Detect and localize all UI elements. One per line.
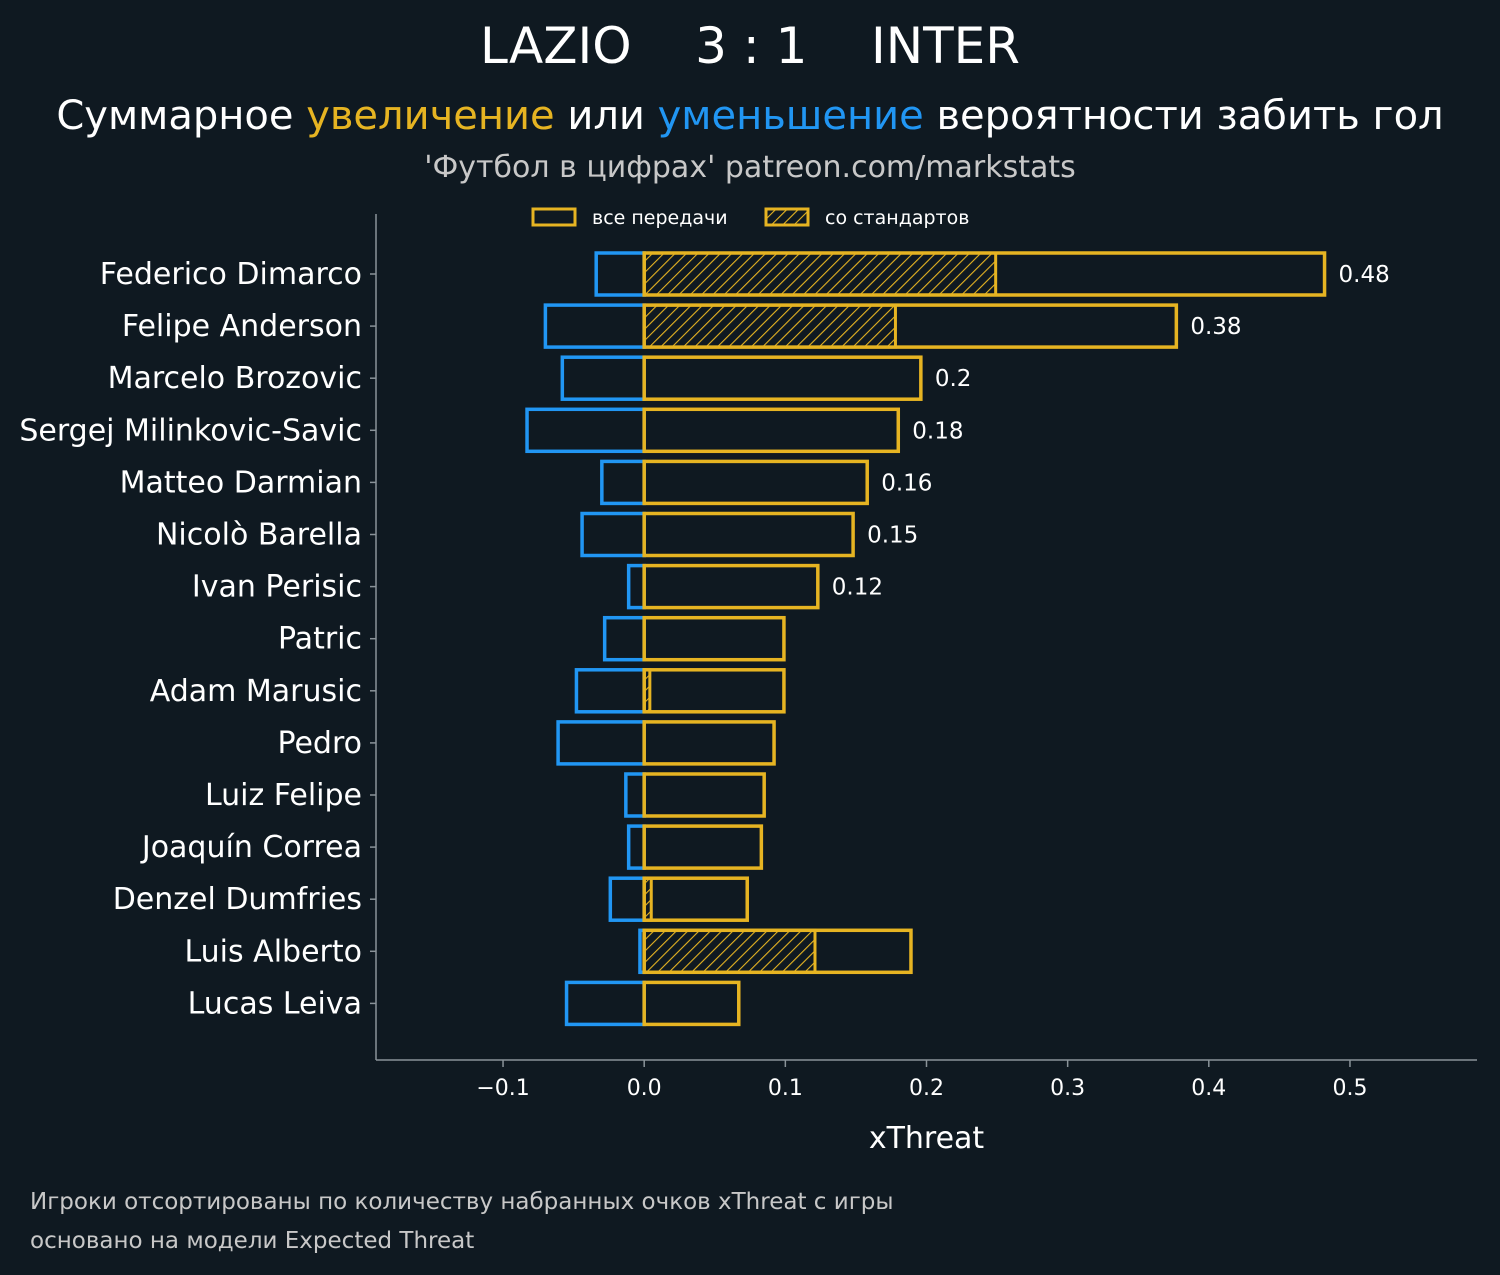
set-piece-bar xyxy=(642,928,817,974)
negative-bar xyxy=(564,980,646,1027)
subtitle-decrease: уменьшение xyxy=(657,93,924,139)
chart-source: 'Футбол в цифрах' patreon.com/markstats xyxy=(424,150,1076,185)
legend-label: все передачи xyxy=(592,207,728,229)
player-name-label: Sergej Milinkovic-Savic xyxy=(19,413,362,448)
positive-bar xyxy=(642,876,749,922)
bar-value-label: 0.48 xyxy=(1339,262,1390,288)
x-tick-label: 0.3 xyxy=(1050,1076,1085,1101)
positive-bar xyxy=(642,615,786,662)
x-tick-label: −0.1 xyxy=(476,1076,529,1101)
bar-value-label: 0.18 xyxy=(912,418,963,444)
negative-bar xyxy=(560,355,646,401)
positive-bar xyxy=(642,355,923,401)
player-name-label: Adam Marusic xyxy=(150,674,362,709)
footnote-model: основано на модели Expected Threat xyxy=(30,1228,475,1254)
positive-bar xyxy=(642,824,764,870)
player-name-label: Ivan Perisic xyxy=(192,570,362,605)
x-tick-label: 0.0 xyxy=(627,1076,662,1101)
positive-bar xyxy=(642,928,913,975)
set-piece-bar xyxy=(642,303,897,349)
positive-bar xyxy=(642,407,901,454)
player-name-label: Nicolò Barella xyxy=(156,518,362,553)
footnote-sorting: Игроки отсортированы по количеству набра… xyxy=(30,1189,894,1215)
negative-bar xyxy=(543,303,646,349)
player-name-label: Matteo Darmian xyxy=(120,465,362,500)
positive-bar xyxy=(642,668,786,714)
chart-title: LAZIO 3 : 1 INTER xyxy=(480,17,1020,75)
subtitle-text-3: вероятности забить гол xyxy=(923,93,1444,139)
positive-bar xyxy=(642,511,855,558)
negative-bar xyxy=(525,407,646,454)
x-tick-label: 0.1 xyxy=(768,1076,803,1101)
bars-layer: 0.48 0.38 0.2 0.18 0.16 0.15 0.12 xyxy=(525,251,1390,1027)
x-tick-label: 0.5 xyxy=(1332,1076,1367,1101)
player-name-label: Patric xyxy=(278,622,362,657)
player-name-label: Federico Dimarco xyxy=(100,257,362,292)
player-name-label: Pedro xyxy=(277,726,362,761)
bar-value-label: 0.15 xyxy=(867,523,918,549)
x-axis-label: xThreat xyxy=(869,1121,985,1156)
positive-bar xyxy=(642,980,741,1027)
legend: все передачи со стандартов xyxy=(531,207,969,229)
legend-outline-swatch xyxy=(531,207,577,227)
negative-bar xyxy=(574,668,646,714)
subtitle-increase: увеличение xyxy=(306,93,555,139)
negative-bar xyxy=(608,876,646,922)
chart-subtitle: Суммарное увеличение или уменьшение веро… xyxy=(0,90,1500,142)
negative-bar xyxy=(556,720,646,766)
legend-label: со стандартов xyxy=(825,207,969,229)
player-name-label: Lucas Leiva xyxy=(188,986,362,1021)
player-name-label: Luis Alberto xyxy=(184,934,362,969)
positive-bar xyxy=(642,303,1179,349)
positive-bar xyxy=(642,459,869,506)
set-piece-bar xyxy=(642,251,998,297)
negative-bar xyxy=(594,251,646,297)
positive-bar xyxy=(642,720,776,766)
positive-bar xyxy=(642,563,820,610)
negative-bar xyxy=(580,511,646,558)
player-name-label: Joaquín Correa xyxy=(140,830,362,865)
negative-bar xyxy=(624,772,646,818)
player-name-label: Marcelo Brozovic xyxy=(108,361,362,396)
negative-bar xyxy=(602,615,646,662)
player-name-label: Felipe Anderson xyxy=(122,309,362,344)
positive-bar xyxy=(642,251,1327,297)
positive-bar xyxy=(642,772,766,818)
bar-value-label: 0.12 xyxy=(832,575,883,601)
x-tick-label: 0.2 xyxy=(909,1076,944,1101)
subtitle-text-2: или xyxy=(554,93,658,139)
player-name-label: Luiz Felipe xyxy=(205,778,362,813)
negative-bar xyxy=(626,824,646,870)
player-name-label: Denzel Dumfries xyxy=(113,882,362,917)
legend-hatched-swatch xyxy=(764,207,810,227)
axes-layer: Federico Dimarco Felipe Anderson Marcelo B… xyxy=(19,214,1477,1156)
negative-bar xyxy=(626,563,646,610)
x-tick-label: 0.4 xyxy=(1191,1076,1226,1101)
subtitle-text-1: Суммарное xyxy=(56,93,307,139)
bar-value-label: 0.2 xyxy=(935,366,972,392)
bar-value-label: 0.16 xyxy=(881,470,932,496)
negative-bar xyxy=(600,459,646,506)
bar-value-label: 0.38 xyxy=(1190,314,1241,340)
